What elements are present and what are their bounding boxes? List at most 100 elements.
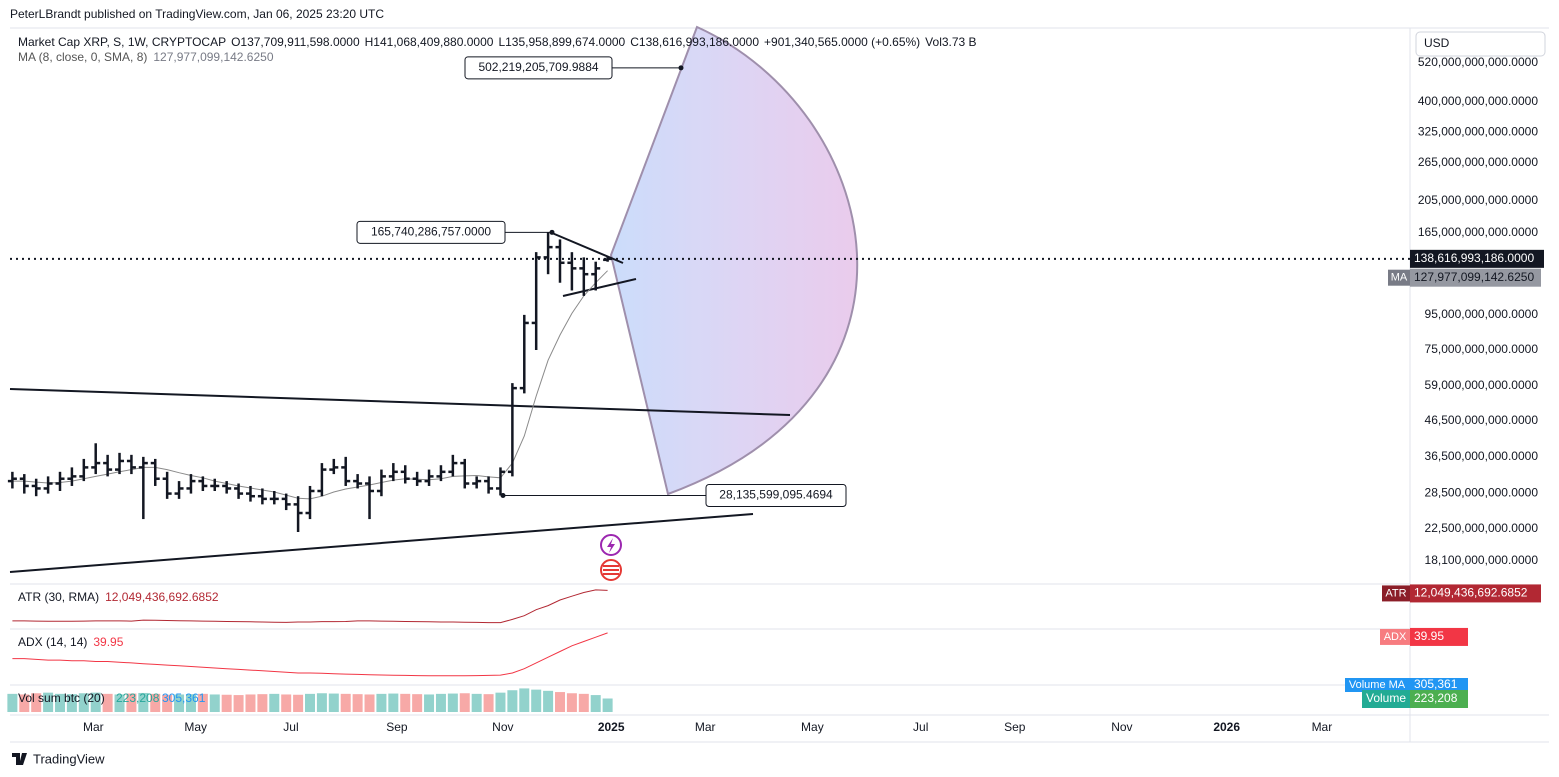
axis-tag-name-bg (1388, 269, 1410, 286)
axis-tag-value: 138,616,993,186.0000 (1414, 251, 1534, 265)
annotation-point (549, 229, 555, 235)
indicator-legend: ADX (14, 14) 39.95 (18, 635, 124, 649)
indicator-legend: ATR (30, RMA) 12,049,436,692.6852 (18, 590, 219, 604)
volume-bar (590, 695, 601, 712)
axis-tag-name-bg (1345, 678, 1410, 692)
y-tick-label: 205,000,000,000.0000 (1418, 193, 1538, 207)
y-tick-label: 59,000,000,000.0000 (1425, 378, 1539, 392)
axis-tag-name: Volume MA (1349, 679, 1406, 691)
logo (12, 753, 27, 765)
volume-bar (555, 692, 565, 712)
legend-item: Market Cap XRP, S, 1W, CRYPTOCAP (18, 35, 226, 49)
volume-bar (412, 694, 423, 712)
x-tick-label: May (184, 720, 207, 734)
axis-tag-name-bg (1380, 628, 1410, 645)
annotation-label: 28,135,599,095.4694 (719, 488, 833, 502)
x-tick-label: Jul (283, 720, 298, 734)
x-tick-label: 2025 (598, 720, 625, 734)
legend-item: L135,958,899,674.0000 (498, 35, 625, 49)
currency[interactable]: USD (1424, 36, 1450, 50)
volume-bar (424, 694, 435, 712)
legend-item: Vol (925, 35, 942, 49)
y-tick-label: 265,000,000,000.0000 (1418, 155, 1538, 169)
volume-bar (66, 694, 77, 712)
volume-bar (78, 693, 89, 712)
volume-bar (305, 693, 315, 712)
volume-bar (209, 694, 220, 712)
volume-bar (162, 694, 173, 712)
volume-bar (400, 693, 411, 712)
annotation-box (356, 220, 506, 244)
x-tick-label: Jul (913, 720, 928, 734)
volume-bar (90, 692, 101, 712)
axis-tag-name: ADX (1384, 631, 1407, 643)
volume-bar (269, 693, 280, 712)
volume-bar (483, 694, 494, 712)
volume-bar (435, 693, 446, 712)
publisher: PeterLBrandt published on TradingView.co… (10, 7, 384, 21)
axis-tag-value: 127,977,099,142.6250 (1414, 270, 1534, 284)
axis-tag-name: ATR (1385, 587, 1406, 599)
x-tick-label: Sep (386, 720, 408, 734)
annotation-point (500, 492, 506, 498)
indicator-value: 39.95 (93, 635, 123, 649)
volume-bar (31, 693, 42, 712)
axis-tag-bg (1410, 268, 1541, 287)
axis-tag-name: MA (1391, 272, 1408, 284)
axis-tag-value: 39.95 (1414, 629, 1444, 643)
annotation-label: 502,219,205,709.9884 (478, 60, 598, 74)
volume-bar (519, 688, 530, 712)
y-tick-label: 165,000,000,000.0000 (1418, 225, 1538, 239)
x-tick-label: Nov (1111, 720, 1132, 734)
axis-tag-bg (1410, 584, 1541, 603)
volume-bar (578, 693, 589, 712)
x-tick-label: Mar (83, 720, 104, 734)
volume-bar (388, 693, 399, 712)
flag-icon (603, 565, 619, 575)
volume-bar (376, 693, 387, 712)
volume-bar (543, 690, 554, 712)
indicator-value: 12,049,436,692.6852 (105, 590, 219, 604)
volume-bar (507, 690, 518, 712)
annotation-box (464, 56, 613, 80)
legend: Market Cap XRP, S, 1W, CRYPTOCAP O137,709… (18, 35, 977, 49)
volume-bar (459, 693, 470, 712)
trend-line (9, 513, 754, 573)
volume-bar (19, 694, 30, 712)
axis-tag-name: Volume (1366, 691, 1406, 705)
volume-bar (281, 694, 292, 712)
volume-bar (531, 689, 542, 712)
labels: 520,000,000,000.0000 400,000,000,000.0000… (18, 35, 1544, 734)
y-tick-label: 400,000,000,000.0000 (1418, 94, 1538, 108)
volume-bar (364, 694, 375, 712)
y-tick-label: 36,500,000,000.0000 (1425, 449, 1539, 463)
volume-bar (257, 694, 268, 712)
axis-tag-value: 12,049,436,692.6852 (1414, 586, 1528, 600)
volume-bar (316, 693, 327, 712)
volume-bar (245, 694, 256, 712)
volume-bar (174, 694, 185, 712)
volume-bar (114, 694, 125, 712)
volume-bar (138, 692, 149, 712)
currency-button[interactable] (1415, 31, 1546, 57)
legend-item: MA (8, close, 0, SMA, 8) (18, 50, 147, 64)
legend-item: +901,340,565.0000 (+0.65%) (764, 35, 920, 49)
volume-bar (102, 693, 113, 712)
indicator-name: ADX (14, 14) (18, 635, 87, 649)
volume-bar (197, 693, 208, 712)
volume-bar (221, 694, 232, 712)
x-tick-label: Nov (492, 720, 513, 734)
volume-bar (7, 693, 18, 712)
y-tick-label: 75,000,000,000.0000 (1425, 342, 1539, 356)
axis-tag-bg (1410, 690, 1468, 708)
y-tick-label: 18,100,000,000.0000 (1425, 553, 1539, 567)
volume-bar (233, 695, 244, 712)
volume-legend: Vol sum btc (20) (18, 691, 105, 705)
x-tick-label: May (801, 720, 824, 734)
lightning-icon (607, 538, 615, 553)
y-tick-label: 22,500,000,000.0000 (1425, 521, 1539, 535)
triangle-line (562, 278, 637, 297)
indicator-line (12, 589, 608, 624)
fan-drawing (609, 25, 859, 496)
